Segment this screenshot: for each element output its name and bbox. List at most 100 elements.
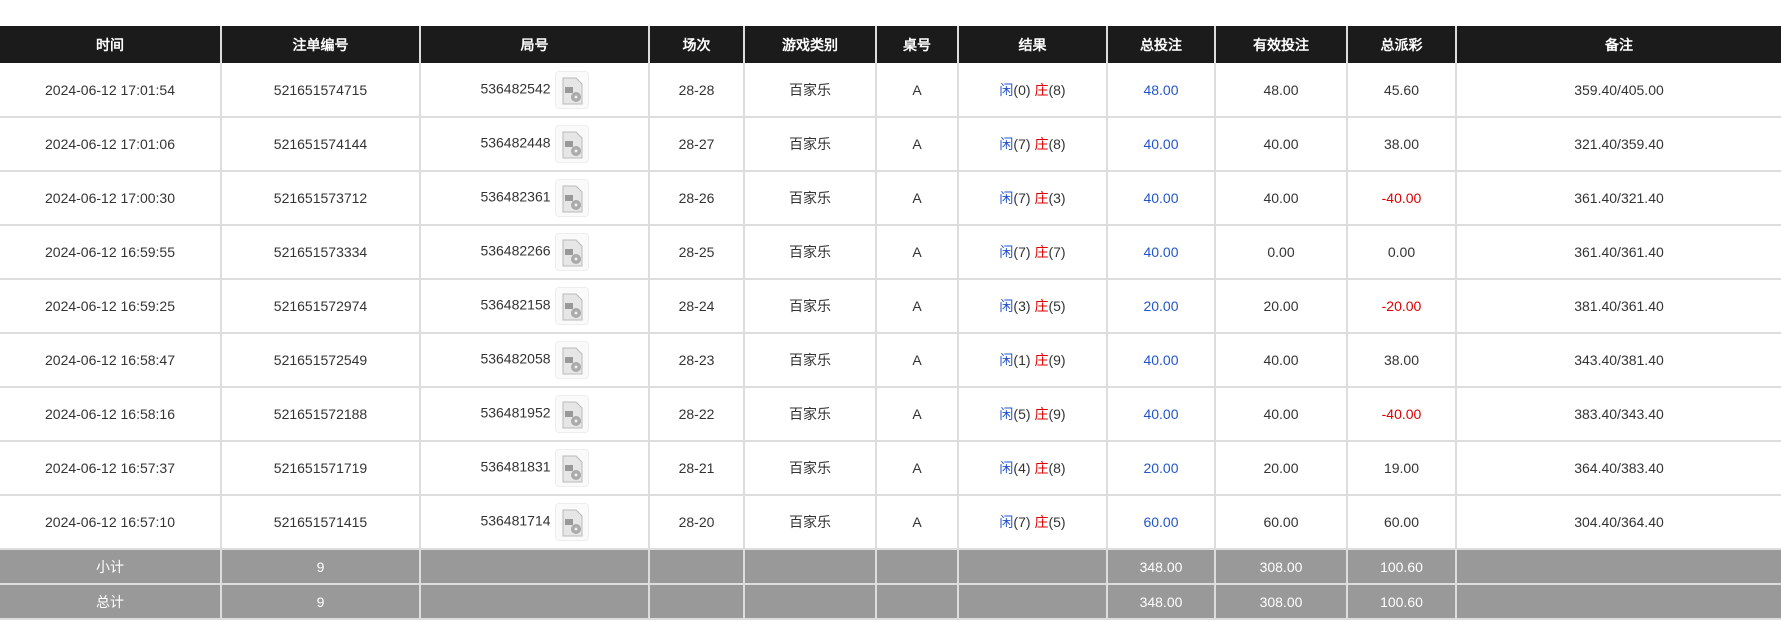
total-bet-cell: 40.00 xyxy=(1106,387,1215,442)
round-cell: 536481952 xyxy=(419,387,649,442)
payout-cell: 38.00 xyxy=(1346,117,1456,172)
summary-payout: 100.60 xyxy=(1346,549,1456,585)
banker-score: (5) xyxy=(1048,298,1066,314)
table-row: 2024-06-12 16:59:25 521651572974 5364821… xyxy=(0,279,1781,334)
player-label: 闲 xyxy=(999,460,1014,476)
round-cell: 536482158 xyxy=(419,279,649,334)
player-label: 闲 xyxy=(999,298,1014,314)
banker-score: (8) xyxy=(1048,460,1066,476)
shoe-cell: 28-24 xyxy=(648,279,744,334)
total-bet-cell: 20.00 xyxy=(1106,441,1215,496)
total-bet-cell: 40.00 xyxy=(1106,225,1215,280)
summary-valid-bet: 308.00 xyxy=(1214,549,1347,585)
player-score: (1) xyxy=(1013,352,1031,368)
summary-label: 小计 xyxy=(0,549,221,585)
table-no-cell: A xyxy=(875,117,958,172)
summary-row: 小计 9 348.00 308.00 100.60 xyxy=(0,549,1781,585)
note-cell: 321.40/359.40 xyxy=(1455,117,1781,172)
video-replay-icon[interactable] xyxy=(554,503,589,541)
valid-bet-cell: 40.00 xyxy=(1214,117,1347,172)
header-game-type: 游戏类别 xyxy=(743,26,876,63)
banker-label: 庄 xyxy=(1034,136,1049,152)
shoe-cell: 28-23 xyxy=(648,333,744,388)
valid-bet-cell: 48.00 xyxy=(1214,63,1347,118)
summary-count: 9 xyxy=(220,584,420,620)
video-replay-icon[interactable] xyxy=(554,341,589,379)
bet-id-cell: 521651572974 xyxy=(220,279,420,334)
round-cell: 536482448 xyxy=(419,117,649,172)
banker-label: 庄 xyxy=(1034,190,1049,206)
shoe-cell: 28-27 xyxy=(648,117,744,172)
time-cell: 2024-06-12 16:57:37 xyxy=(0,441,221,496)
payout-cell: 38.00 xyxy=(1346,333,1456,388)
bet-id-cell: 521651572188 xyxy=(220,387,420,442)
header-total-bet: 总投注 xyxy=(1106,26,1215,63)
player-score: (7) xyxy=(1013,190,1031,206)
bet-id-cell: 521651573334 xyxy=(220,225,420,280)
note-cell: 361.40/361.40 xyxy=(1455,225,1781,280)
player-label: 闲 xyxy=(999,190,1014,206)
result-cell: 闲(7) 庄(7) xyxy=(957,225,1107,280)
table-no-cell: A xyxy=(875,171,958,226)
table-no-cell: A xyxy=(875,333,958,388)
player-label: 闲 xyxy=(999,244,1014,260)
round-number: 536482158 xyxy=(480,296,551,313)
player-score: (3) xyxy=(1013,298,1031,314)
round-number: 536482448 xyxy=(480,134,551,151)
header-bet-id: 注单编号 xyxy=(220,26,420,63)
bet-id-cell: 521651573712 xyxy=(220,171,420,226)
result-cell: 闲(0) 庄(8) xyxy=(957,63,1107,118)
table-row: 2024-06-12 16:59:55 521651573334 5364822… xyxy=(0,225,1781,280)
video-replay-icon[interactable] xyxy=(554,449,589,487)
note-cell: 361.40/321.40 xyxy=(1455,171,1781,226)
video-replay-icon[interactable] xyxy=(554,395,589,433)
banker-score: (9) xyxy=(1048,406,1066,422)
player-label: 闲 xyxy=(999,514,1014,530)
header-payout: 总派彩 xyxy=(1346,26,1456,63)
player-score: (4) xyxy=(1013,460,1031,476)
player-score: (7) xyxy=(1013,136,1031,152)
banker-score: (7) xyxy=(1048,244,1066,260)
banker-label: 庄 xyxy=(1034,352,1049,368)
bet-id-cell: 521651572549 xyxy=(220,333,420,388)
round-cell: 536482542 xyxy=(419,63,649,118)
video-replay-icon[interactable] xyxy=(554,287,589,325)
round-number: 536481714 xyxy=(480,512,551,529)
banker-score: (8) xyxy=(1048,136,1066,152)
game-type-cell: 百家乐 xyxy=(743,117,876,172)
banker-score: (9) xyxy=(1048,352,1066,368)
valid-bet-cell: 20.00 xyxy=(1214,441,1347,496)
bet-id-cell: 521651574144 xyxy=(220,117,420,172)
time-cell: 2024-06-12 17:00:30 xyxy=(0,171,221,226)
video-replay-icon[interactable] xyxy=(554,70,589,109)
video-replay-icon[interactable] xyxy=(554,179,589,217)
total-bet-cell: 60.00 xyxy=(1106,495,1215,550)
payout-cell: -40.00 xyxy=(1346,387,1456,442)
banker-score: (3) xyxy=(1048,190,1066,206)
round-number: 536482266 xyxy=(480,242,551,259)
summary-payout: 100.60 xyxy=(1346,584,1456,620)
round-number: 536481831 xyxy=(480,458,551,475)
shoe-cell: 28-22 xyxy=(648,387,744,442)
payout-cell: 45.60 xyxy=(1346,63,1456,118)
round-cell: 536482058 xyxy=(419,333,649,388)
summary-row: 总计 9 348.00 308.00 100.60 xyxy=(0,584,1781,620)
table-row: 2024-06-12 17:00:30 521651573712 5364823… xyxy=(0,171,1781,226)
payout-cell: 19.00 xyxy=(1346,441,1456,496)
table-no-cell: A xyxy=(875,387,958,442)
total-bet-cell: 40.00 xyxy=(1106,171,1215,226)
bet-records-table: 时间 注单编号 局号 场次 游戏类别 桌号 结果 总投注 有效投注 总派彩 备注 2024-06-1… xyxy=(0,26,1781,620)
video-replay-icon[interactable] xyxy=(554,125,589,163)
shoe-cell: 28-20 xyxy=(648,495,744,550)
header-round: 局号 xyxy=(419,26,649,63)
payout-cell: 60.00 xyxy=(1346,495,1456,550)
header-valid-bet: 有效投注 xyxy=(1214,26,1347,63)
payout-cell: -40.00 xyxy=(1346,171,1456,226)
banker-label: 庄 xyxy=(1034,514,1049,530)
note-cell: 381.40/361.40 xyxy=(1455,279,1781,334)
table-row: 2024-06-12 16:57:10 521651571415 5364817… xyxy=(0,495,1781,550)
game-type-cell: 百家乐 xyxy=(743,495,876,550)
video-replay-icon[interactable] xyxy=(554,233,589,271)
shoe-cell: 28-26 xyxy=(648,171,744,226)
round-number: 536482058 xyxy=(480,350,551,367)
